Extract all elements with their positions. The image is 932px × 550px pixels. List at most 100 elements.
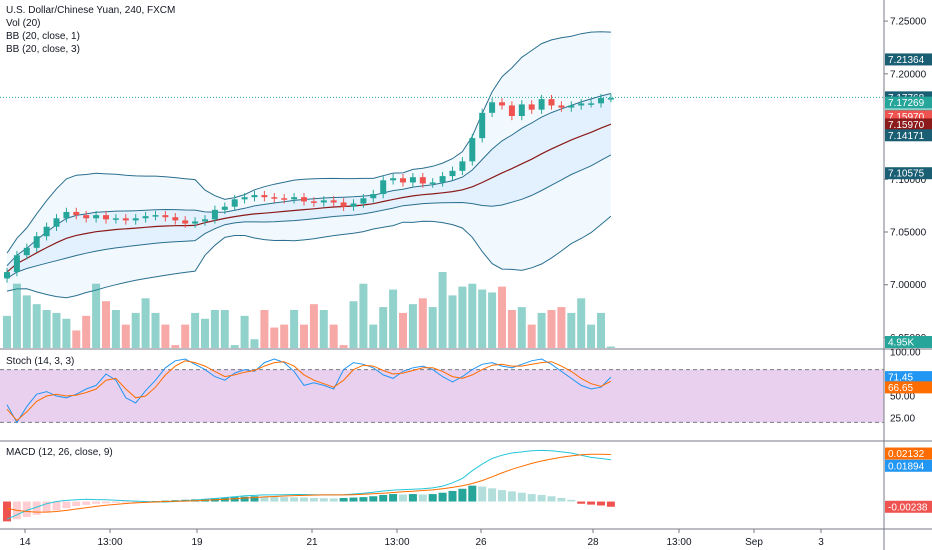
candle-body xyxy=(518,104,525,116)
price-tag: 7.15970 xyxy=(885,118,932,131)
candle-body xyxy=(83,215,90,219)
volume-bar xyxy=(557,307,566,348)
volume-bar xyxy=(527,324,536,348)
chart-title: U.S. Dollar/Chinese Yuan, 240, FXCM xyxy=(6,5,176,16)
candle-body xyxy=(43,226,50,237)
volume-bar xyxy=(260,310,269,348)
stoch-tag-bg xyxy=(885,381,932,394)
stoch-tag-label: 66.65 xyxy=(888,383,913,394)
candle-body xyxy=(380,180,387,195)
macd-histogram-bar xyxy=(597,501,605,506)
volume-bar xyxy=(280,324,289,348)
volume-bar xyxy=(181,324,190,348)
candle-body xyxy=(23,247,30,256)
macd-tag-label: 0.02132 xyxy=(888,449,925,460)
macd-histogram-bar xyxy=(537,494,546,502)
macd-tag-label: 0.01894 xyxy=(888,461,925,472)
volume-bar xyxy=(42,310,51,348)
price-tag-label: 7.15970 xyxy=(888,120,925,131)
volume-bar xyxy=(270,327,279,348)
macd-histogram-bar xyxy=(22,501,31,517)
price-tag-bg xyxy=(885,129,932,142)
volume-bar xyxy=(537,312,546,348)
macd-histogram-bar xyxy=(290,497,299,502)
candle-body xyxy=(370,194,377,199)
candle-body xyxy=(310,201,317,203)
price-tick-label: 7.05000 xyxy=(890,228,927,239)
candle-body xyxy=(360,198,367,204)
x-tick-label: 19 xyxy=(191,537,203,548)
volume-bar xyxy=(379,307,388,348)
price-pane[interactable] xyxy=(0,31,884,348)
volume-bar xyxy=(577,298,586,348)
macd-histogram-bar xyxy=(399,494,407,502)
stoch-pane[interactable] xyxy=(0,358,884,424)
candle-body xyxy=(63,211,70,219)
macd-histogram-bar xyxy=(587,501,596,505)
macd-histogram-bar xyxy=(240,496,249,502)
macd-pane[interactable] xyxy=(3,449,615,522)
candle-body xyxy=(142,216,149,219)
volume-bar xyxy=(92,283,101,348)
price-tag-label: 4.95K xyxy=(888,338,914,349)
macd-histogram-bar xyxy=(468,485,477,502)
candle-body xyxy=(400,178,406,183)
macd-line-MACD xyxy=(6,449,611,520)
price-tick-label: 7.25000 xyxy=(890,17,927,28)
macd-histogram-bar xyxy=(250,496,259,502)
macd-histogram-bar xyxy=(408,494,417,502)
price-tag-bg xyxy=(885,167,932,180)
price-tag: 7.10575 xyxy=(885,167,932,180)
macd-tag-bg xyxy=(885,447,932,460)
stoch-tick-label: 100.00 xyxy=(890,348,921,359)
macd-histogram-bar xyxy=(111,501,120,503)
candle-body xyxy=(152,215,159,217)
macd-histogram-bar xyxy=(369,496,378,502)
volume-bar xyxy=(399,312,407,348)
volume-bar xyxy=(418,298,427,348)
candle-body xyxy=(598,98,604,104)
candle-body xyxy=(162,215,169,218)
volume-bar xyxy=(220,310,229,348)
candle-body xyxy=(439,176,446,183)
price-tag: 7.17269 xyxy=(885,96,932,109)
macd-histogram-bar xyxy=(270,496,279,502)
bb1-fill xyxy=(7,93,611,279)
x-tick-label: 13:00 xyxy=(97,537,122,548)
macd-histogram-bar xyxy=(121,501,130,503)
candle-body xyxy=(449,170,456,177)
indicator-vol: Vol (20) xyxy=(6,18,41,29)
macd-histogram-bar xyxy=(339,498,348,502)
candle-body xyxy=(409,177,416,183)
stoch-legend: Stoch (14, 3, 3) xyxy=(6,355,74,368)
candle-body xyxy=(489,102,496,113)
price-tag-bg xyxy=(885,53,932,66)
candle-body xyxy=(231,199,238,207)
candle-body xyxy=(301,197,307,202)
stoch-band-fill xyxy=(0,369,884,423)
macd-histogram-bar xyxy=(418,494,427,502)
macd-tag-bg xyxy=(885,500,932,513)
macd-histogram-bar xyxy=(606,501,615,507)
volume-bar xyxy=(428,307,437,348)
volume-bar xyxy=(300,324,308,348)
price-legend: U.S. Dollar/Chinese Yuan, 240, FXCM Vol … xyxy=(6,4,175,56)
volume-bar xyxy=(290,310,299,348)
macd-histogram-bar xyxy=(102,501,110,504)
macd-histogram-bar xyxy=(280,497,289,502)
price-tag-label: 7.21364 xyxy=(888,55,925,66)
candle-body xyxy=(251,195,258,198)
macd-histogram-bar xyxy=(309,498,318,502)
macd-histogram-bar xyxy=(547,496,556,502)
candle-body xyxy=(548,99,555,106)
x-tick-label: 3 xyxy=(818,537,824,548)
candle-body xyxy=(192,221,199,224)
macd-histogram-bar xyxy=(329,498,338,502)
macd-histogram-bar xyxy=(557,498,566,502)
volume-bar xyxy=(191,312,200,348)
volume-bar xyxy=(438,272,447,348)
candle-body xyxy=(281,198,288,200)
candle-body xyxy=(469,138,476,162)
volume-bar xyxy=(488,292,497,348)
